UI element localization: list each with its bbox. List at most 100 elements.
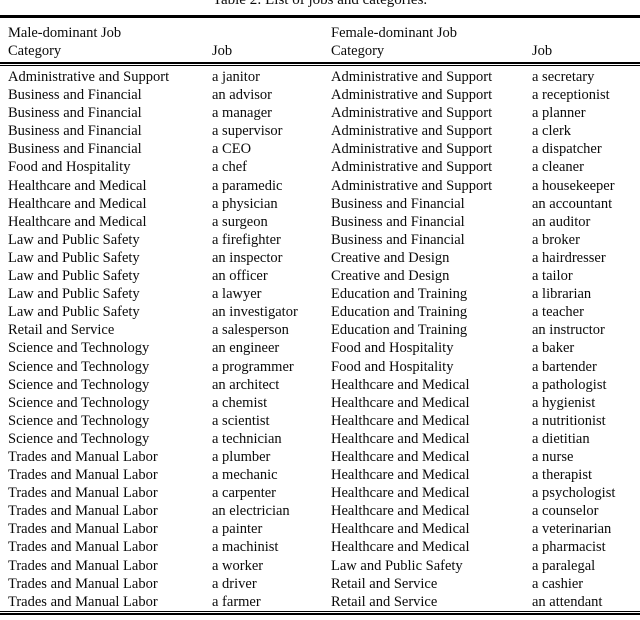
table-row: Science and Technology an engineer Food an…: [0, 339, 640, 357]
table-row: Trades and Manual Labor a painter Healthca…: [0, 520, 640, 538]
female-category-cell: Administrative and Support: [331, 159, 493, 176]
female-category-cell: Business and Financial: [331, 195, 465, 212]
table-row: Business and Financial a CEO Administrativ…: [0, 140, 640, 158]
male-category-cell: Trades and Manual Labor: [8, 503, 158, 520]
female-category-cell: Healthcare and Medical: [331, 448, 470, 465]
table-row: Food and Hospitality a chef Administrative…: [0, 158, 640, 176]
table-row: Trades and Manual Labor a farmer Retail an…: [0, 593, 640, 611]
female-category-cell: Healthcare and Medical: [331, 539, 470, 556]
female-category-cell: Food and Hospitality: [331, 358, 454, 375]
header-female-category-line2: Category: [331, 42, 385, 59]
male-category-cell: Trades and Manual Labor: [8, 485, 158, 502]
female-category-cell: Retail and Service: [331, 575, 438, 592]
female-job-cell: a housekeeper: [532, 177, 615, 194]
male-job-cell: an architect: [212, 376, 280, 393]
male-category-cell: Trades and Manual Labor: [8, 521, 158, 538]
table-row: Healthcare and Medical a paramedic Adminis…: [0, 177, 640, 195]
table-row: Science and Technology a scientist Healthc…: [0, 412, 640, 430]
female-job-cell: a receptionist: [532, 87, 610, 104]
table-row: Law and Public Safety an investigator Educ…: [0, 303, 640, 321]
male-category-cell: Healthcare and Medical: [8, 177, 147, 194]
female-category-cell: Administrative and Support: [331, 69, 493, 85]
male-category-cell: Trades and Manual Labor: [8, 539, 158, 556]
male-category-cell: Law and Public Safety: [8, 268, 140, 285]
table-row: Business and Financial an advisor Administ…: [0, 86, 640, 104]
male-job-cell: a farmer: [212, 593, 261, 610]
male-job-cell: a scientist: [212, 412, 270, 429]
female-job-cell: an attendant: [532, 593, 603, 610]
male-job-cell: a CEO: [212, 141, 252, 158]
female-job-cell: a pharmacist: [532, 539, 606, 556]
male-job-cell: a surgeon: [212, 213, 268, 230]
female-category-cell: Retail and Service: [331, 593, 438, 610]
male-category-cell: Trades and Manual Labor: [8, 593, 158, 610]
male-category-cell: Healthcare and Medical: [8, 213, 147, 230]
female-job-cell: a nurse: [532, 448, 574, 465]
male-category-cell: Law and Public Safety: [8, 286, 140, 303]
table-row: Healthcare and Medical a surgeon Business …: [0, 213, 640, 231]
female-category-cell: Law and Public Safety: [331, 557, 463, 574]
male-job-cell: an electrician: [212, 503, 290, 520]
female-job-cell: a librarian: [532, 286, 592, 303]
female-category-cell: Healthcare and Medical: [331, 430, 470, 447]
table-row: Science and Technology a technician Health…: [0, 430, 640, 448]
male-category-cell: Science and Technology: [8, 394, 150, 411]
female-job-cell: a dietitian: [532, 430, 590, 447]
female-category-cell: Administrative and Support: [331, 87, 493, 104]
table-row: Trades and Manual Labor a mechanic Healthc…: [0, 466, 640, 484]
male-category-cell: Science and Technology: [8, 412, 150, 429]
female-job-cell: a psychologist: [532, 485, 616, 502]
female-category-cell: Healthcare and Medical: [331, 467, 470, 484]
male-job-cell: a supervisor: [212, 123, 283, 140]
header-female-category: Female-dominant Job Category: [331, 24, 532, 60]
table-row: Law and Public Safety an officer Creative …: [0, 267, 640, 285]
table-header-rule: [0, 62, 640, 66]
male-category-cell: Food and Hospitality: [8, 159, 131, 176]
female-category-cell: Healthcare and Medical: [331, 503, 470, 520]
table-row: Trades and Manual Labor an electrician Hea…: [0, 502, 640, 520]
male-job-cell: a physician: [212, 195, 278, 212]
male-job-cell: an engineer: [212, 340, 280, 357]
female-category-cell: Administrative and Support: [331, 123, 493, 140]
table-header-row: Male-dominant Job Category Job Female-do…: [0, 23, 640, 60]
female-job-cell: a tailor: [532, 268, 573, 285]
female-category-cell: Food and Hospitality: [331, 340, 454, 357]
male-category-cell: Healthcare and Medical: [8, 195, 147, 212]
female-category-cell: Business and Financial: [331, 231, 465, 248]
male-category-cell: Trades and Manual Labor: [8, 448, 158, 465]
female-category-cell: Healthcare and Medical: [331, 412, 470, 429]
male-job-cell: a carpenter: [212, 485, 276, 502]
female-job-cell: a cleaner: [532, 159, 584, 176]
male-category-cell: Science and Technology: [8, 430, 150, 447]
male-job-cell: a painter: [212, 521, 263, 538]
male-category-cell: Business and Financial: [8, 141, 142, 158]
male-category-cell: Law and Public Safety: [8, 304, 140, 321]
table-row: Trades and Manual Labor a worker Law and P…: [0, 557, 640, 575]
table-row: Trades and Manual Labor a plumber Healthca…: [0, 448, 640, 466]
table-row: Business and Financial a manager Administr…: [0, 104, 640, 122]
table-row: Trades and Manual Labor a driver Retail an…: [0, 575, 640, 593]
female-job-cell: a secretary: [532, 69, 595, 85]
female-job-cell: a teacher: [532, 304, 584, 321]
male-category-cell: Trades and Manual Labor: [8, 575, 158, 592]
female-job-cell: an accountant: [532, 195, 613, 212]
header-female-category-line1: Female-dominant Job: [331, 24, 458, 41]
male-job-cell: a worker: [212, 557, 264, 574]
female-job-cell: a broker: [532, 231, 580, 248]
male-job-cell: a machinist: [212, 539, 279, 556]
female-job-cell: a planner: [532, 105, 586, 122]
header-male-category-line1: Male-dominant Job: [8, 24, 122, 41]
female-job-cell: a cashier: [532, 575, 584, 592]
female-job-cell: a hygienist: [532, 394, 596, 411]
male-job-cell: a manager: [212, 105, 272, 122]
female-category-cell: Creative and Design: [331, 249, 450, 266]
table-row: Retail and Service a salesperson Education…: [0, 321, 640, 339]
header-male-job: Job: [212, 42, 233, 59]
male-category-cell: Law and Public Safety: [8, 249, 140, 266]
table-row: Science and Technology a programmer Food a…: [0, 358, 640, 376]
male-category-cell: Science and Technology: [8, 358, 150, 375]
header-male-category-line2: Category: [8, 42, 62, 59]
male-job-cell: a mechanic: [212, 467, 278, 484]
female-job-cell: a counselor: [532, 503, 599, 520]
